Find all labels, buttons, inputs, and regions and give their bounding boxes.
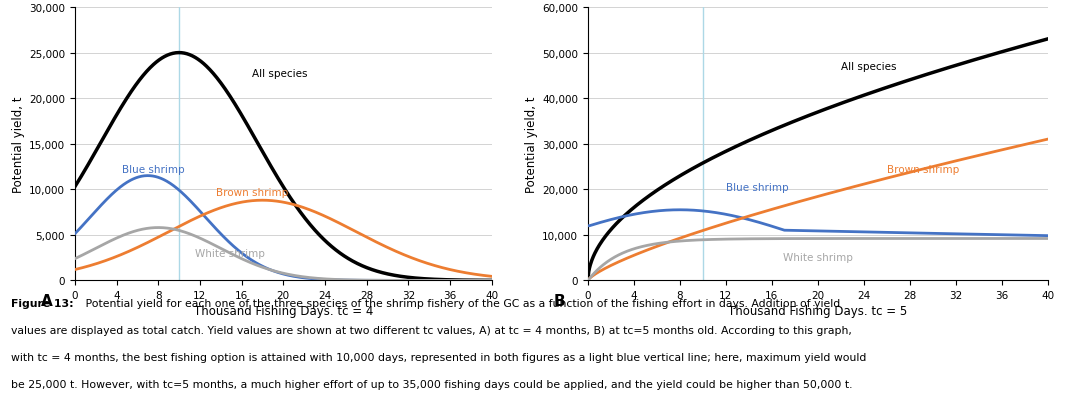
Text: B: B (554, 293, 566, 308)
X-axis label: Thousand Fishing Days. tc = 4: Thousand Fishing Days. tc = 4 (193, 304, 373, 318)
Text: Potential yield for each one of the three species of the shrimp fishery of the G: Potential yield for each one of the thre… (82, 298, 840, 308)
Y-axis label: Potential yield, t: Potential yield, t (525, 96, 538, 192)
Text: with tc = 4 months, the best fishing option is attained with 10,000 days, repres: with tc = 4 months, the best fishing opt… (11, 352, 866, 362)
Text: Figure 13:: Figure 13: (11, 298, 74, 308)
Text: values are displayed as total catch. Yield values are shown at two different tc : values are displayed as total catch. Yie… (11, 325, 852, 335)
Text: Blue shrimp: Blue shrimp (122, 165, 184, 175)
X-axis label: Thousand Fishing Days. tc = 5: Thousand Fishing Days. tc = 5 (728, 304, 908, 318)
Text: All species: All species (840, 62, 896, 72)
Text: A: A (41, 293, 52, 308)
Text: be 25,000 t. However, with tc=5 months, a much higher effort of up to 35,000 fis: be 25,000 t. However, with tc=5 months, … (11, 379, 852, 389)
Text: White shrimp: White shrimp (784, 252, 853, 262)
Text: Brown shrimp: Brown shrimp (887, 164, 959, 174)
Text: Blue shrimp: Blue shrimp (726, 182, 789, 192)
Y-axis label: Potential yield, t: Potential yield, t (12, 96, 25, 192)
Text: All species: All species (252, 69, 308, 79)
Text: Brown shrimp: Brown shrimp (216, 188, 288, 198)
Text: White shrimp: White shrimp (195, 249, 264, 258)
